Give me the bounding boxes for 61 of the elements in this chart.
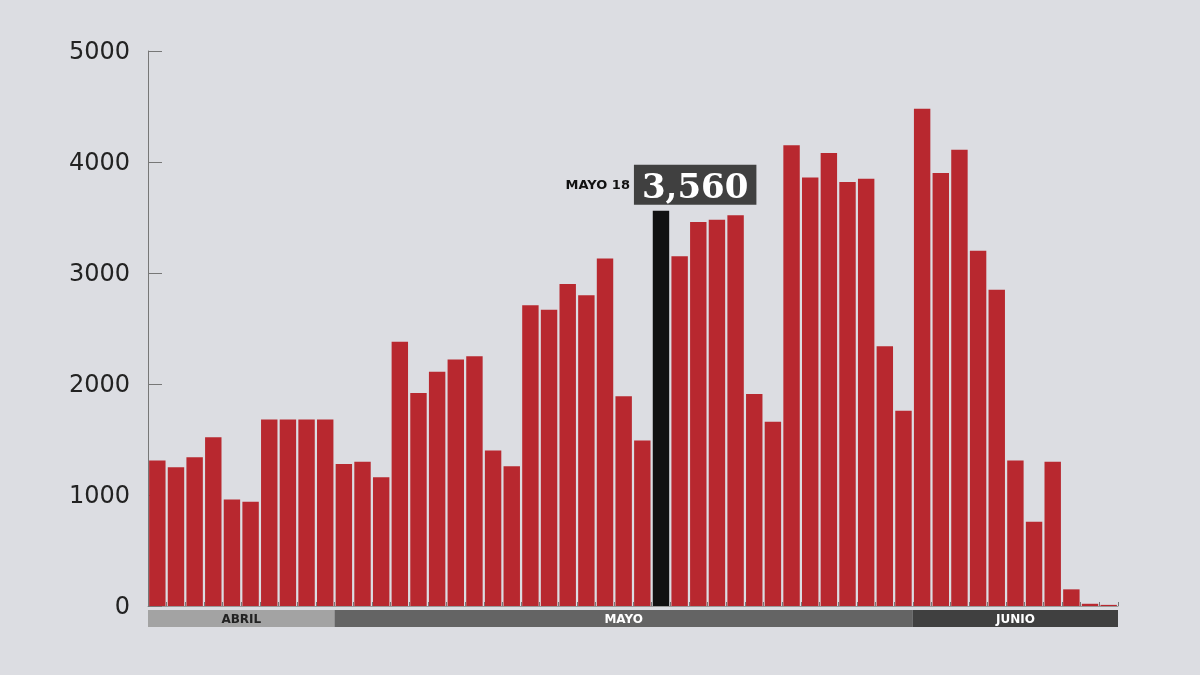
bar <box>690 221 707 606</box>
bar <box>913 108 931 606</box>
bar <box>335 463 353 606</box>
bar <box>391 341 409 606</box>
bar <box>839 181 856 606</box>
bar <box>615 396 632 606</box>
bar <box>857 178 875 606</box>
bar <box>428 371 446 606</box>
bar <box>708 219 726 606</box>
bar <box>578 295 595 606</box>
bar <box>317 419 334 606</box>
y-tick-label: 0 <box>114 592 130 620</box>
bar <box>559 284 576 606</box>
bar <box>242 501 259 606</box>
bar <box>484 450 502 606</box>
text: MAYO <box>604 611 643 626</box>
y-tick-label: 3000 <box>68 259 130 287</box>
bar <box>1063 589 1080 606</box>
bar <box>149 460 166 606</box>
bar <box>522 305 539 606</box>
bar <box>354 461 371 606</box>
bar <box>727 215 744 606</box>
text: ABRIL <box>221 611 262 626</box>
text: JUNIO <box>994 611 1035 626</box>
bar <box>503 466 520 606</box>
bar <box>951 149 968 606</box>
bar <box>783 145 800 606</box>
bar <box>988 289 1005 606</box>
bar <box>1044 461 1061 606</box>
bar <box>186 457 203 606</box>
bar <box>969 250 987 606</box>
bar <box>764 421 782 606</box>
bar <box>671 256 688 606</box>
bar <box>652 210 670 606</box>
bar <box>540 309 558 606</box>
bar <box>466 356 483 606</box>
y-tick-label: 1000 <box>68 481 130 509</box>
bar <box>746 393 763 606</box>
bar <box>447 359 464 606</box>
y-tick-label: 5000 <box>68 37 130 65</box>
bar <box>261 419 278 606</box>
y-tick-label: 2000 <box>68 370 130 398</box>
bar <box>802 177 819 606</box>
bar <box>279 419 297 606</box>
data-label: 3,560 <box>641 165 749 206</box>
bar <box>634 440 651 606</box>
bar <box>895 410 912 606</box>
bar <box>596 258 614 606</box>
bar <box>372 477 390 606</box>
annotation: MAYO 18 <box>565 177 630 193</box>
bar <box>167 467 185 606</box>
bar <box>223 499 241 606</box>
bar <box>298 419 315 606</box>
bar <box>1007 460 1024 606</box>
y-tick-label: 4000 <box>68 148 130 176</box>
bar <box>410 392 427 606</box>
bar <box>876 346 894 606</box>
bar <box>820 153 838 606</box>
bar <box>205 437 222 606</box>
bar <box>932 173 949 606</box>
bar <box>1025 521 1043 606</box>
